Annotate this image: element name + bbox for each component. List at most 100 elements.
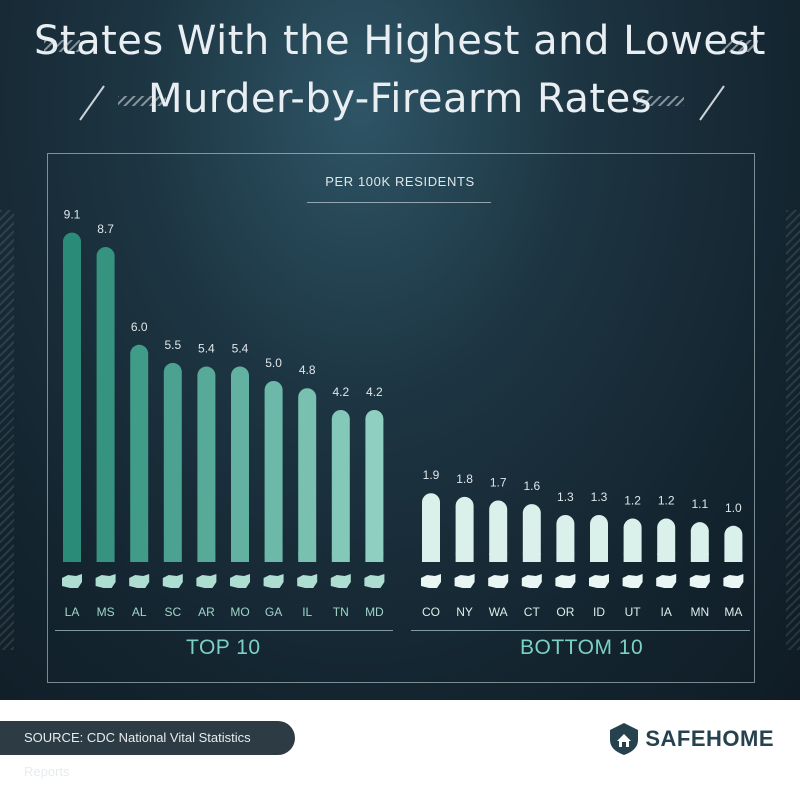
category-label-MA: MA <box>724 605 742 619</box>
category-label-MN: MN <box>690 605 709 619</box>
category-label-TN: TN <box>333 605 349 619</box>
bottom-group-rule <box>411 630 750 631</box>
state-shape-CT <box>521 574 542 588</box>
bar-base-AR <box>197 553 216 562</box>
bar-base-ID <box>590 553 608 562</box>
value-label-LA: 9.1 <box>64 208 81 222</box>
bar-base-NY <box>455 553 474 562</box>
bar-base-IA <box>657 553 676 562</box>
value-label-MD: 4.2 <box>366 385 383 399</box>
group-label-top: TOP 10 <box>186 636 261 659</box>
value-label-CT: 1.6 <box>523 479 540 493</box>
state-shape-OR <box>555 574 576 588</box>
category-label-IL: IL <box>302 605 312 619</box>
bar-CT <box>522 504 541 562</box>
state-shape-GA <box>263 574 284 588</box>
value-label-OR: 1.3 <box>557 490 574 504</box>
value-label-CO: 1.9 <box>423 468 440 482</box>
top-group-rule <box>55 630 393 631</box>
value-label-AR: 5.4 <box>198 342 215 356</box>
bar-base-IL <box>298 553 317 562</box>
state-shape-MN <box>689 574 710 588</box>
bar-base-CT <box>522 553 541 562</box>
state-shape-IA <box>656 574 677 588</box>
bar-LA <box>63 232 81 562</box>
chart-subtitle: PER 100K RESIDENTS <box>325 174 475 189</box>
bar-base-SC <box>163 553 182 562</box>
bar-IL <box>298 388 317 562</box>
bar-OR <box>556 514 575 562</box>
state-shape-IL <box>297 574 318 588</box>
bar-MD <box>365 409 384 562</box>
value-label-MA: 1.0 <box>725 501 742 515</box>
category-label-MO: MO <box>230 605 249 619</box>
value-label-IL: 4.8 <box>299 363 316 377</box>
bar-MA <box>724 525 743 562</box>
bar-base-AL <box>130 553 149 562</box>
state-shape-CO <box>421 574 441 588</box>
bar-base-MN <box>690 553 709 562</box>
value-label-IA: 1.2 <box>658 494 675 508</box>
category-label-MS: MS <box>97 605 115 619</box>
category-label-CT: CT <box>524 605 541 619</box>
value-label-UT: 1.2 <box>624 494 641 508</box>
state-shape-TN <box>330 574 351 588</box>
state-shape-NY <box>454 574 475 588</box>
title-decoration <box>44 40 758 121</box>
logo-text: SAFEHOME <box>645 726 774 751</box>
category-label-AL: AL <box>132 605 147 619</box>
right-hatch-decoration <box>786 210 800 650</box>
value-label-NY: 1.8 <box>456 472 473 486</box>
bar-base-OR <box>556 553 575 562</box>
bar-ID <box>590 514 608 562</box>
bar-CO <box>422 493 440 562</box>
title-line-1: States With the Highest and Lowest <box>34 18 766 64</box>
infographic-background: States With the Highest and Lowest Murde… <box>0 0 800 700</box>
bar-UT <box>623 518 642 562</box>
value-label-MN: 1.1 <box>691 497 708 511</box>
value-label-MO: 5.4 <box>232 342 249 356</box>
category-label-UT: UT <box>625 605 642 619</box>
category-label-WA: WA <box>489 605 508 619</box>
left-hatch-decoration <box>0 210 14 650</box>
group-label-bottom: BOTTOM 10 <box>520 636 644 659</box>
bar-TN <box>331 409 350 562</box>
value-label-ID: 1.3 <box>591 490 608 504</box>
bar-AL <box>130 344 149 562</box>
bar-base-MA <box>724 553 743 562</box>
state-shape-MO <box>230 574 250 588</box>
bar-base-UT <box>623 553 642 562</box>
category-label-AR: AR <box>198 605 215 619</box>
chart-frame <box>47 153 755 683</box>
bar-NY <box>455 496 474 562</box>
state-shape-ID <box>589 574 609 588</box>
bar-base-CO <box>422 553 440 562</box>
category-label-MD: MD <box>365 605 384 619</box>
state-shape-MS <box>95 574 116 588</box>
bar-base-MD <box>365 553 384 562</box>
category-label-SC: SC <box>164 605 181 619</box>
value-label-WA: 1.7 <box>490 475 507 489</box>
value-label-TN: 4.2 <box>332 385 349 399</box>
bar-base-MO <box>231 553 249 562</box>
category-label-IA: IA <box>661 605 672 619</box>
source-note: SOURCE: CDC National Vital Statistics Re… <box>0 721 295 779</box>
category-label-LA: LA <box>65 605 80 619</box>
state-shape-SC <box>162 574 183 588</box>
value-label-AL: 6.0 <box>131 320 148 334</box>
category-label-ID: ID <box>593 605 605 619</box>
bar-SC <box>163 362 182 562</box>
state-shape-AR <box>196 574 217 588</box>
bar-base-TN <box>331 553 350 562</box>
state-shape-WA <box>488 574 509 588</box>
category-label-OR: OR <box>556 605 574 619</box>
bar-GA <box>264 381 283 562</box>
bar-base-GA <box>264 553 283 562</box>
brand-logo: SAFEHOME <box>609 719 774 759</box>
bar-chart: 9.1 LA 8.7 MS 6.0 AL 5.5 SC 5.4 AR 5.4 MO 5.0 GA 4.8 IL… <box>62 208 744 619</box>
value-label-GA: 5.0 <box>265 356 282 370</box>
bar-WA <box>489 500 508 562</box>
subtitle-rule <box>307 202 491 203</box>
house-shield-icon <box>610 723 639 755</box>
category-label-NY: NY <box>456 605 473 619</box>
